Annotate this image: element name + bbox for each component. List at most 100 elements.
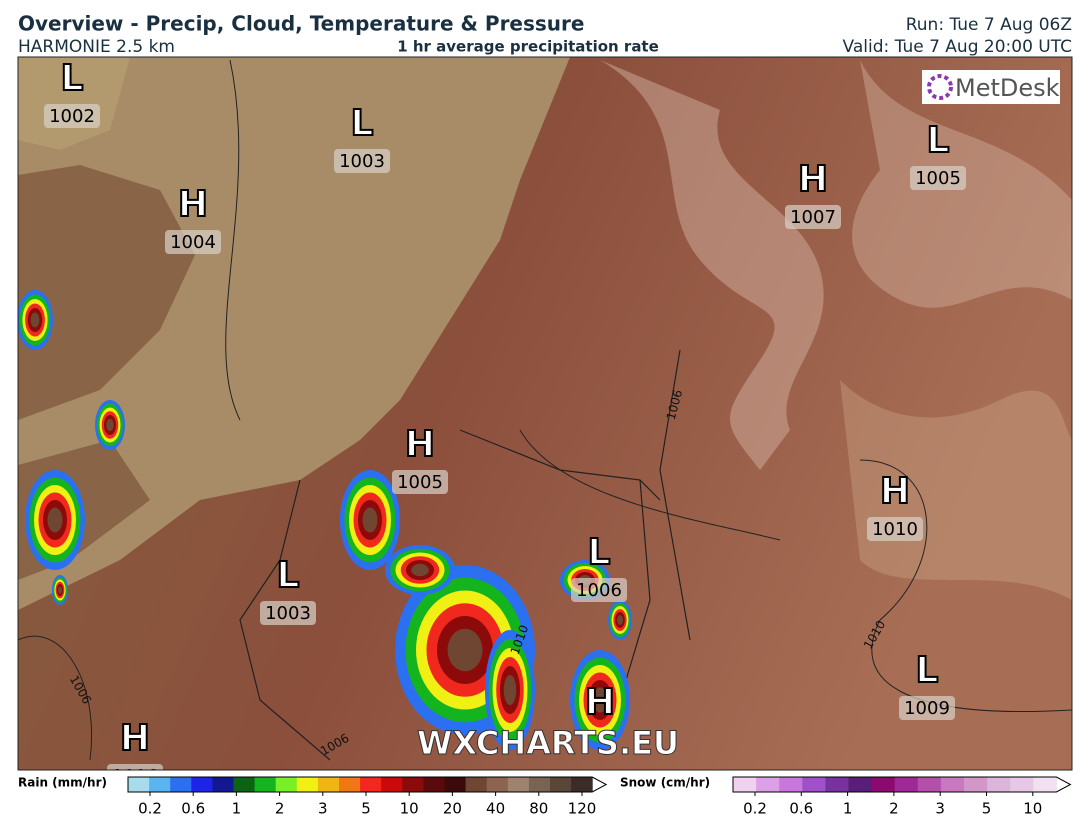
legend-outline [127,776,608,793]
isobars [18,59,1072,761]
pressure-value: 1006 [576,580,622,601]
pressure-value-box [334,149,390,173]
legend-swatch [275,777,298,792]
legend-tick-label: 1 [232,800,242,818]
pressure-value: 1005 [915,168,961,189]
pressure-value-box [44,104,100,128]
precip-cell [362,507,378,533]
pressure-center-letter: H [178,184,208,225]
legend-swatch [402,777,424,792]
pressure-value-box [899,696,955,720]
legend-swatch [423,777,445,792]
legend-swatch [360,777,382,792]
legend-swatch [212,777,234,792]
pressure-value: 1007 [790,207,836,228]
pressure-value-box [910,166,966,190]
legend-swatch [465,777,488,792]
pressure-value-box [260,601,316,625]
legend-tick-label: 0.2 [743,800,767,818]
pressure-center-letter: H [120,718,150,759]
rain-legend-label: Rain (mm/hr) [18,776,107,790]
legend-swatch [233,777,256,792]
legend-tick-label: 120 [568,800,597,818]
legend-swatch [940,777,965,792]
model: HARMONIE 2.5 km [18,37,175,57]
pressure-center-letter: L [588,532,611,573]
legend-swatch [550,777,572,792]
subtitle: 1 hr average precipitation rate [397,38,659,56]
legend-swatch [1010,777,1034,792]
legend-tick-label: 40 [486,800,505,818]
legend-swatch [825,777,849,792]
map: L 1002 L 1003 H 1004 H 1007 L 1005 H 1005 H 1010 L 1006… [18,57,1072,787]
legend-tick-label: 80 [529,800,548,818]
legend-swatch [779,777,803,792]
legend-tick-label: 0.6 [181,800,205,818]
legend-swatch [339,777,361,792]
legend-tick-label: 3 [318,800,328,818]
borders [239,349,691,761]
map-frame [17,56,1073,771]
logo: MetDesk [955,74,1060,102]
pressure-centers: L 1002 L 1003 H 1004 H 1007 L 1005 H 1005 H 1010 L 1006… [44,57,966,787]
precip-cell [106,418,114,432]
legend-tick-label: 2 [889,800,899,818]
pressure-value-box [571,578,627,602]
legend-tick-label: 2 [275,800,285,818]
pressure-value: 1005 [397,472,443,493]
pressure-value-box [867,517,923,541]
pressure-value-box [165,230,221,254]
run-time: Run: Tue 7 Aug 06Z [906,15,1072,35]
title: Overview - Precip, Cloud, Temperature & … [18,12,584,36]
legend-swatch [894,777,919,792]
legend-swatch [756,777,780,792]
legend-swatch [917,777,942,792]
pressure-center-letter: H [798,159,828,200]
pressure-value: 1002 [49,106,95,127]
legend-swatch [802,777,826,792]
precip-cell [617,615,623,625]
land-uk [18,165,195,420]
legend-swatch [254,777,277,792]
pressure-center-letter: L [927,120,950,161]
legend-swatch [170,777,192,792]
legend-swatch [381,777,403,792]
precip-cell [47,507,63,533]
legend-swatch [444,777,467,792]
pressure-center-letter: L [61,58,84,99]
legend-swatch [1033,777,1057,792]
legend-swatch [571,777,593,792]
legend-swatch [128,777,150,792]
legend-tick-label: 1 [843,800,853,818]
legend-swatch [871,777,896,792]
legend-tick-label: 0.2 [138,800,162,818]
legend-tick-label: 5 [361,800,371,818]
pressure-center-letter: L [351,103,374,144]
legend-tick-label: 10 [400,800,419,818]
pressure-value: 1003 [265,603,311,624]
pressure-value: 1006 [112,766,158,787]
legend-swatch [149,777,171,792]
pressure-center-letter: L [916,650,939,691]
pressure-center-letter: H [405,424,435,465]
cloud [600,60,824,470]
legend-swatch [733,777,757,792]
precipitation [18,290,632,750]
legend-swatch [507,777,530,792]
pressure-center-letter: H [585,682,615,723]
legend-swatch [987,777,1011,792]
cloud [840,380,1072,600]
watermark: WXCHARTS.EU [417,724,679,762]
valid-time: Valid: Tue 7 Aug 20:00 UTC [843,37,1072,57]
pressure-value: 1003 [339,151,385,172]
pressure-center-letter: H [880,471,910,512]
legend-tick-label: 10 [1023,800,1042,818]
legend-tick-label: 20 [443,800,462,818]
precip-cell [447,628,483,672]
legend-tick-label: 3 [935,800,945,818]
pressure-value-box [392,470,448,494]
legend-swatch [191,777,213,792]
legends: 0.2 0.6 1 2 3 5 10 20 40 80 120 0.2 0.6 1 2 3 5 10 [127,776,1072,818]
legend-swatch [317,777,340,792]
